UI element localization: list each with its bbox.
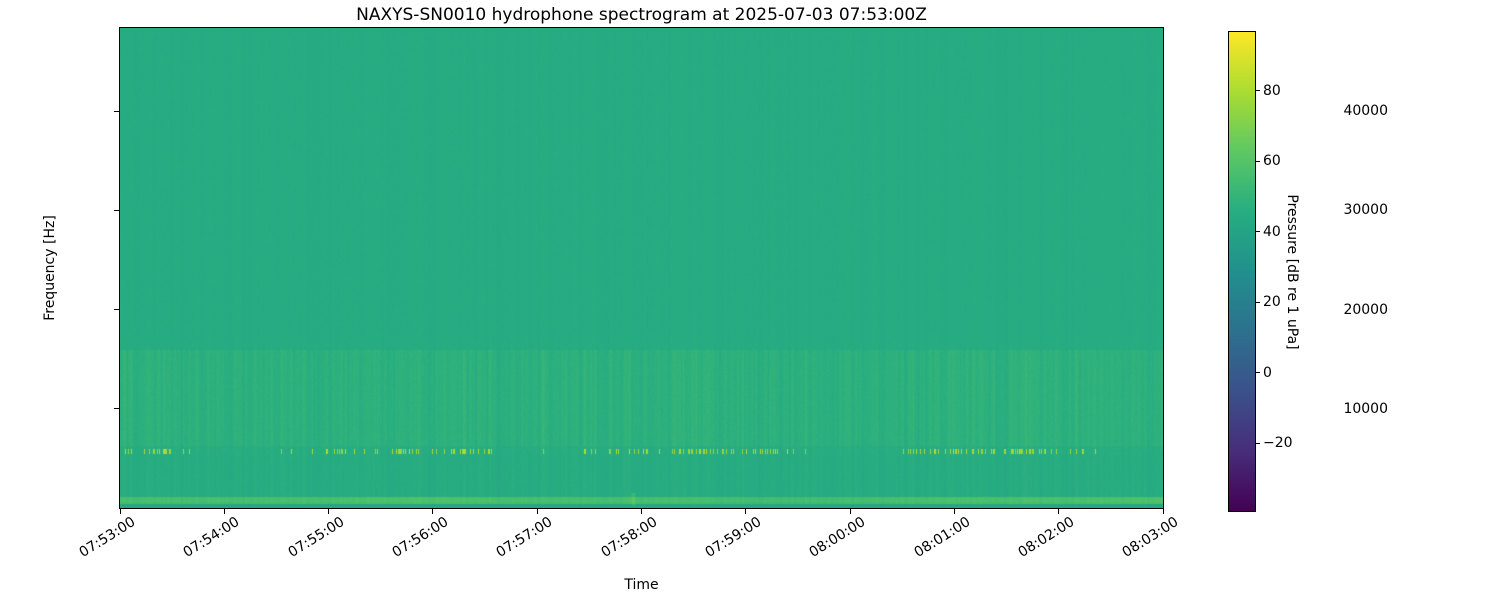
x-tick-label: 07:53:00 bbox=[76, 514, 139, 561]
y-tick-label: 10000 bbox=[1343, 400, 1388, 417]
x-tick-label: 08:00:00 bbox=[806, 514, 869, 561]
y-tick bbox=[114, 309, 119, 311]
x-tick bbox=[745, 509, 747, 514]
colorbar-label: Pressure [dB re 1 uPa] bbox=[1284, 194, 1300, 350]
colorbar-tick bbox=[1256, 231, 1260, 233]
colorbar-tick-label: 20 bbox=[1263, 294, 1281, 311]
colorbar-tick-label: 60 bbox=[1263, 153, 1281, 170]
y-tick bbox=[114, 110, 119, 112]
x-tick bbox=[432, 509, 434, 514]
chart-title: NAXYS-SN0010 hydrophone spectrogram at 2… bbox=[356, 5, 927, 25]
colorbar-tick bbox=[1256, 442, 1260, 444]
colorbar-tick bbox=[1256, 301, 1260, 303]
colorbar bbox=[1228, 31, 1256, 512]
plot-area bbox=[119, 27, 1164, 509]
x-tick-label: 07:55:00 bbox=[285, 514, 348, 561]
x-tick-label: 08:03:00 bbox=[1119, 514, 1182, 561]
colorbar-tick bbox=[1256, 160, 1260, 162]
x-tick-label: 07:57:00 bbox=[493, 514, 556, 561]
colorbar-tick bbox=[1256, 372, 1260, 374]
y-tick bbox=[114, 209, 119, 211]
colorbar-tick-label: 40 bbox=[1263, 223, 1281, 240]
x-tick-label: 07:58:00 bbox=[598, 514, 660, 561]
x-tick-label: 08:01:00 bbox=[911, 514, 973, 561]
x-tick bbox=[1162, 509, 1164, 514]
x-tick bbox=[953, 509, 955, 514]
x-tick-label: 07:56:00 bbox=[389, 514, 452, 561]
y-tick-label: 30000 bbox=[1343, 202, 1388, 219]
x-tick bbox=[1058, 509, 1060, 514]
spectrogram-image bbox=[120, 28, 1163, 508]
y-tick-label: 20000 bbox=[1343, 301, 1388, 318]
y-tick bbox=[114, 408, 119, 410]
x-tick bbox=[119, 509, 121, 514]
y-axis-label: Frequency [Hz] bbox=[42, 215, 58, 321]
colorbar-tick-label: 0 bbox=[1263, 364, 1272, 381]
colorbar-tick-label: 80 bbox=[1263, 82, 1281, 99]
x-tick-label: 07:54:00 bbox=[180, 514, 243, 561]
x-tick bbox=[849, 509, 851, 514]
colorbar-tick bbox=[1256, 90, 1260, 92]
colorbar-tick-label: −20 bbox=[1263, 435, 1293, 452]
x-tick bbox=[328, 509, 330, 514]
y-tick-label: 40000 bbox=[1343, 103, 1388, 120]
x-tick bbox=[536, 509, 538, 514]
x-tick bbox=[223, 509, 225, 514]
x-tick-label: 07:59:00 bbox=[702, 514, 765, 561]
x-tick bbox=[641, 509, 642, 514]
x-tick-label: 08:02:00 bbox=[1015, 514, 1078, 561]
x-axis-label: Time bbox=[624, 577, 659, 593]
